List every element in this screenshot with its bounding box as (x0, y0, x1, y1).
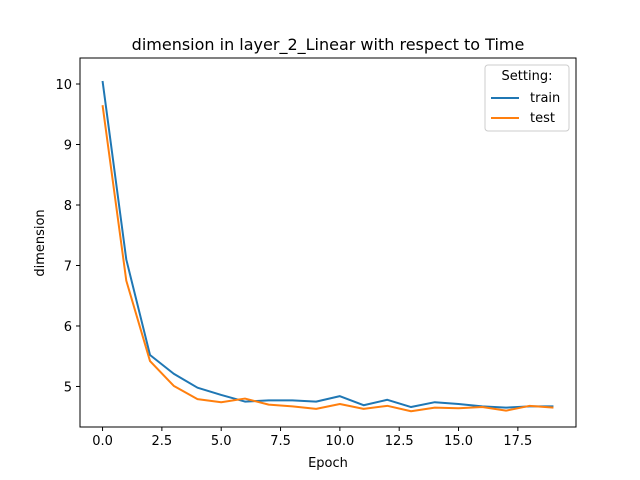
y-tick-label: 9 (64, 139, 72, 154)
x-tick-label: 17.5 (503, 434, 532, 449)
series-layer (101, 80, 554, 413)
legend-label-train: train (530, 91, 560, 106)
x-tick-label: 12.5 (385, 434, 414, 449)
legend-title: Setting: (502, 69, 553, 84)
y-tick-label: 10 (55, 78, 72, 93)
plot-frame (79, 57, 577, 428)
legend-label-test: test (530, 111, 555, 126)
legend-box (484, 64, 570, 132)
x-axis-ticks: 0.0 2.5 5.0 7.5 10.0 12.5 15.0 17.5 (92, 427, 532, 449)
y-axis-ticks: 5 6 7 8 9 10 (55, 78, 80, 395)
x-tick-label: 7.5 (270, 434, 291, 449)
y-axis-label: dimension (33, 209, 48, 276)
y-tick-label: 6 (64, 320, 72, 335)
series-line-test (101, 105, 554, 413)
x-tick-label: 10.0 (325, 434, 354, 449)
y-tick-label: 5 (64, 380, 72, 395)
x-tick-label: 2.5 (152, 434, 173, 449)
legend: Setting: train test (484, 64, 570, 132)
x-tick-label: 0.0 (92, 434, 113, 449)
series-line-train (101, 80, 554, 409)
x-axis-label: Epoch (308, 456, 348, 471)
x-tick-label: 15.0 (444, 434, 473, 449)
x-tick-label: 5.0 (211, 434, 232, 449)
chart-title: dimension in layer_2_Linear with respect… (132, 35, 525, 55)
y-tick-label: 7 (64, 259, 72, 274)
y-tick-label: 8 (64, 199, 72, 214)
